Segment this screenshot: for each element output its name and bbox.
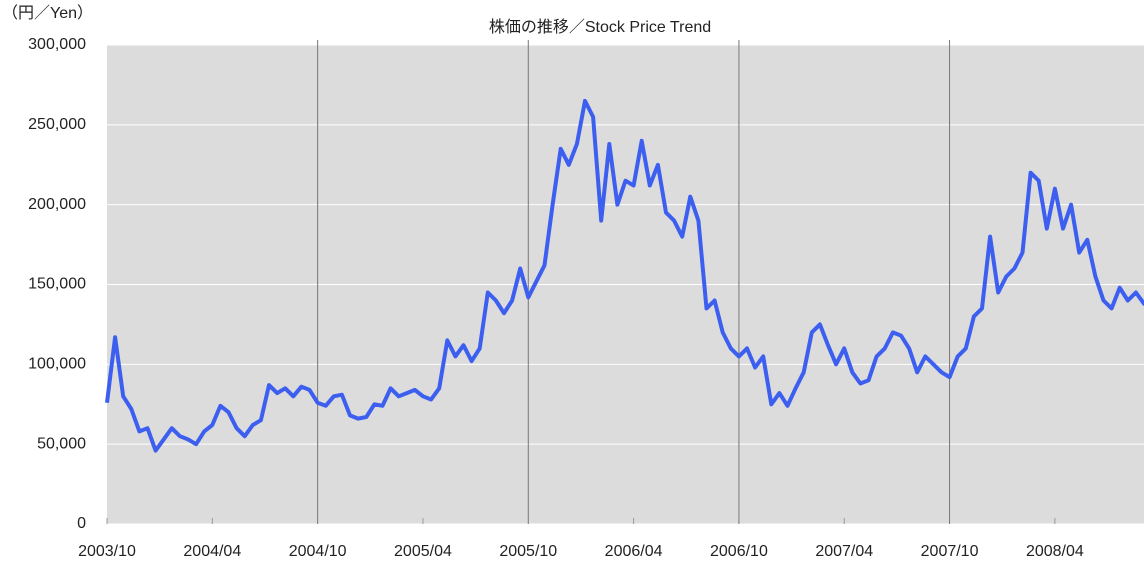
y-tick-label: 150,000 bbox=[28, 276, 86, 293]
x-tick-label: 2008/04 bbox=[1026, 543, 1084, 560]
y-tick-label: 200,000 bbox=[28, 196, 86, 213]
x-tick-label: 2007/04 bbox=[815, 543, 873, 560]
x-tick-label: 2004/10 bbox=[289, 543, 347, 560]
y-tick-label: 0 bbox=[77, 515, 86, 532]
x-tick-label: 2005/04 bbox=[394, 543, 452, 560]
x-tick-label: 2006/04 bbox=[605, 543, 663, 560]
x-tick-label: 2007/10 bbox=[921, 543, 979, 560]
y-tick-label: 250,000 bbox=[28, 116, 86, 133]
chart-title: 株価の推移／Stock Price Trend bbox=[489, 18, 711, 36]
y-tick-label: 100,000 bbox=[28, 356, 86, 373]
y-tick-label: 50,000 bbox=[37, 435, 86, 452]
x-tick-label: 2004/04 bbox=[183, 543, 241, 560]
x-tick-label: 2003/10 bbox=[78, 543, 136, 560]
y-tick-label: 300,000 bbox=[28, 36, 86, 53]
x-tick-label: 2005/10 bbox=[499, 543, 557, 560]
price-line bbox=[105, 98, 1144, 453]
y-axis-label: （円／Yen） bbox=[2, 4, 93, 22]
x-tick-label: 2006/10 bbox=[710, 543, 768, 560]
